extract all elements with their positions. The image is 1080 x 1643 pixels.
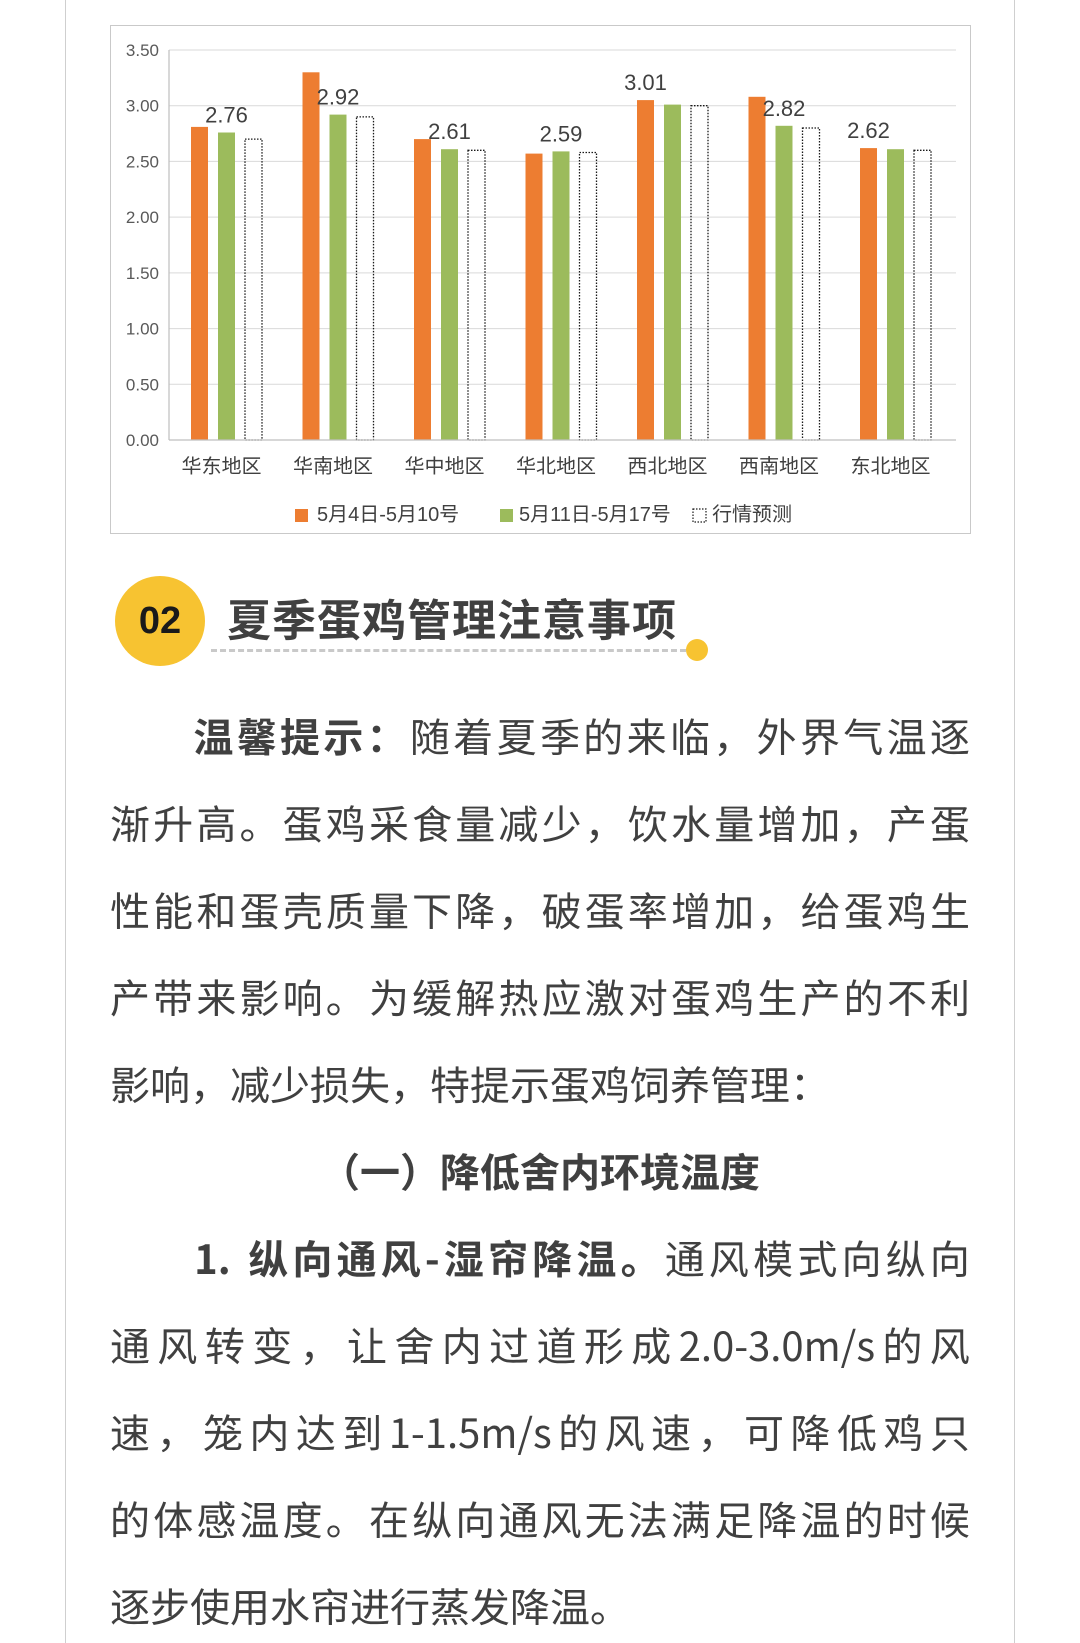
svg-text:0.50: 0.50 bbox=[126, 375, 159, 394]
svg-text:5月11日-5月17号: 5月11日-5月17号 bbox=[519, 504, 671, 526]
svg-text:1.00: 1.00 bbox=[126, 320, 159, 339]
svg-text:3.50: 3.50 bbox=[126, 41, 159, 60]
svg-text:华中地区: 华中地区 bbox=[405, 456, 485, 478]
svg-text:西南地区: 西南地区 bbox=[739, 456, 819, 478]
svg-text:5月4日-5月10号: 5月4日-5月10号 bbox=[317, 504, 459, 526]
svg-text:3.00: 3.00 bbox=[126, 97, 159, 116]
svg-text:2.00: 2.00 bbox=[126, 208, 159, 227]
svg-text:行情预测: 行情预测 bbox=[712, 504, 792, 526]
svg-text:2.62: 2.62 bbox=[847, 118, 890, 143]
svg-text:东北地区: 东北地区 bbox=[851, 456, 931, 478]
svg-text:2.82: 2.82 bbox=[763, 96, 806, 121]
svg-text:华北地区: 华北地区 bbox=[516, 456, 596, 478]
svg-text:西北地区: 西北地区 bbox=[628, 456, 708, 478]
svg-text:2.92: 2.92 bbox=[317, 85, 360, 110]
svg-text:华东地区: 华东地区 bbox=[182, 456, 262, 478]
svg-text:华南地区: 华南地区 bbox=[293, 456, 373, 478]
svg-text:2.50: 2.50 bbox=[126, 152, 159, 171]
svg-text:2.59: 2.59 bbox=[540, 121, 583, 146]
svg-text:3.01: 3.01 bbox=[624, 70, 667, 95]
svg-text:0.00: 0.00 bbox=[126, 431, 159, 450]
svg-text:2.61: 2.61 bbox=[428, 119, 471, 144]
svg-text:2.76: 2.76 bbox=[205, 103, 248, 128]
svg-text:1.50: 1.50 bbox=[126, 264, 159, 283]
